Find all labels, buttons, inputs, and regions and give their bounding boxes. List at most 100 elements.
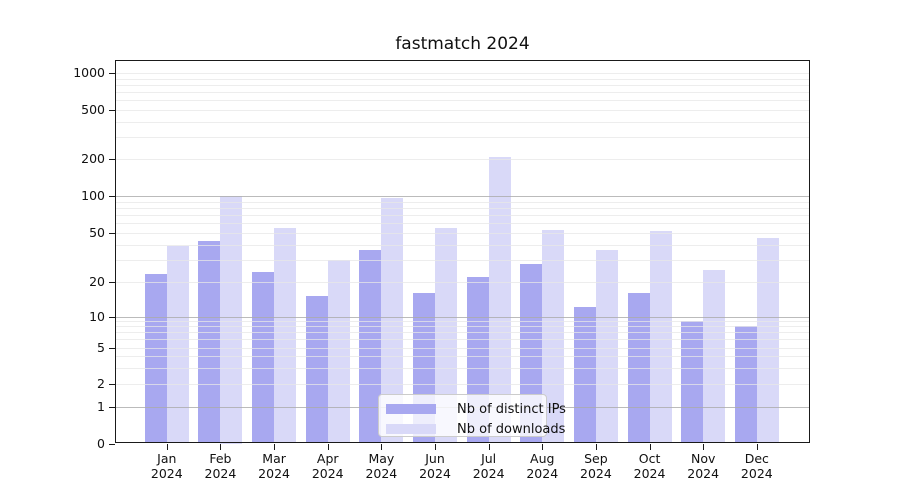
chart-title: fastmatch 2024 <box>395 34 530 54</box>
bar-downloads <box>435 227 457 444</box>
x-axis-tick-mark <box>274 443 276 450</box>
gridline-minor <box>116 207 809 209</box>
gridline-minor <box>116 232 809 234</box>
bar-downloads <box>649 230 672 444</box>
y-axis-tick-label: 100 <box>81 188 105 203</box>
gridline-minor <box>116 332 809 334</box>
x-tick-month: Dec <box>744 450 769 466</box>
bar-downloads <box>166 245 189 444</box>
x-axis-tick-mark <box>220 443 222 450</box>
x-axis-tick-mark <box>488 443 490 450</box>
x-axis-tick-label: Jun 2024 <box>403 451 467 482</box>
gridline-minor <box>116 383 809 385</box>
x-axis-tick-label: Aug 2024 <box>510 451 574 482</box>
x-tick-month: Oct <box>638 450 661 466</box>
x-axis-tick-mark <box>327 443 329 450</box>
bar-downloads <box>220 196 243 444</box>
x-tick-month: Jul <box>481 450 497 466</box>
y-axis-tick-mark <box>109 196 115 197</box>
bar-downloads <box>756 238 779 444</box>
x-tick-year: 2024 <box>311 466 344 481</box>
bar-downloads <box>327 260 350 444</box>
legend-swatch-distinct-ips <box>386 404 436 414</box>
bar-downloads <box>595 250 618 444</box>
y-axis-tick-label: 5 <box>97 339 105 355</box>
gridline-minor <box>116 347 809 349</box>
x-axis-tick-mark <box>542 443 544 450</box>
gridline-minor <box>116 223 809 225</box>
y-axis-tick-mark <box>109 316 115 318</box>
x-tick-year: 2024 <box>740 466 773 481</box>
gridline-minor <box>116 214 809 216</box>
gridline-minor <box>116 100 809 102</box>
bar-distinct-ips <box>734 326 757 444</box>
y-axis-tick-label: 0 <box>97 435 105 451</box>
bar-distinct-ips <box>144 274 167 444</box>
bar-downloads <box>381 198 404 444</box>
y-axis-tick-label: 1 <box>97 398 105 414</box>
gridline-minor <box>116 78 809 80</box>
x-tick-month: Aug <box>530 450 555 466</box>
x-tick-year: 2024 <box>687 466 720 481</box>
x-tick-year: 2024 <box>526 466 559 481</box>
y-axis-tick-mark <box>109 347 115 349</box>
gridline-minor <box>116 84 809 86</box>
y-axis-tick-label: 20 <box>89 273 105 289</box>
x-tick-year: 2024 <box>150 466 183 481</box>
x-axis-tick-label: Sep 2024 <box>564 451 628 482</box>
x-axis-tick-mark <box>595 443 597 450</box>
gridline-major <box>116 196 809 197</box>
x-tick-year: 2024 <box>204 466 237 481</box>
y-axis-tick-mark <box>109 232 115 234</box>
legend: Nb of distinct IPs Nb of downloads <box>378 394 566 438</box>
x-axis-tick-mark <box>166 443 168 450</box>
legend-item-downloads: Nb of downloads <box>386 420 565 438</box>
x-tick-month: Jan <box>157 450 177 466</box>
gridline-minor <box>116 73 809 74</box>
y-axis-tick-label: 50 <box>89 224 105 240</box>
x-tick-month: Jun <box>425 450 445 466</box>
y-axis-tick-label: 1000 <box>73 65 105 80</box>
bar-downloads <box>542 229 565 444</box>
bar-distinct-ips <box>681 321 704 444</box>
x-axis-tick-mark <box>381 443 383 450</box>
bar-distinct-ips <box>252 271 275 444</box>
x-tick-year: 2024 <box>258 466 290 481</box>
gridline-minor <box>116 158 809 160</box>
x-axis-tick-mark <box>435 443 436 450</box>
y-axis-tick-mark <box>109 73 115 74</box>
bar-distinct-ips <box>305 296 328 444</box>
y-axis-tick-mark <box>109 281 115 283</box>
legend-label-downloads: Nb of downloads <box>457 421 566 437</box>
x-tick-month: Sep <box>584 450 608 466</box>
x-axis-tick-label: Nov 2024 <box>671 451 735 482</box>
y-axis-tick-label: 500 <box>81 101 105 117</box>
x-axis-tick-label: Mar 2024 <box>242 451 306 482</box>
gridline-major <box>116 316 809 318</box>
gridline-minor <box>116 260 809 262</box>
gridline-minor <box>116 137 809 139</box>
x-axis-tick-mark <box>703 443 705 450</box>
y-axis-tick-label: 2 <box>97 375 105 391</box>
y-axis-tick-mark <box>109 383 115 385</box>
x-axis-tick-label: Apr 2024 <box>296 451 360 482</box>
gridline-minor <box>116 326 809 328</box>
x-tick-month: Apr <box>316 450 339 466</box>
x-axis-tick-label: May 2024 <box>349 451 413 482</box>
y-axis-tick-mark <box>109 109 115 111</box>
y-axis-tick-mark <box>109 158 115 160</box>
bar-distinct-ips <box>573 307 596 444</box>
x-axis-tick-mark <box>756 443 758 450</box>
x-axis-tick-label: Dec 2024 <box>725 451 789 482</box>
gridline-minor <box>116 339 809 341</box>
x-axis-tick-label: Jan 2024 <box>135 451 199 482</box>
y-axis-tick-mark <box>109 443 115 445</box>
y-axis-tick-mark <box>109 406 115 408</box>
x-axis-tick-label: Jul 2024 <box>457 451 521 482</box>
gridline-minor <box>116 356 809 358</box>
gridline-minor <box>116 244 809 246</box>
y-axis-tick-label: 200 <box>81 150 105 166</box>
x-tick-month: Nov <box>690 450 716 466</box>
y-axis-tick-label: 10 <box>89 308 105 324</box>
